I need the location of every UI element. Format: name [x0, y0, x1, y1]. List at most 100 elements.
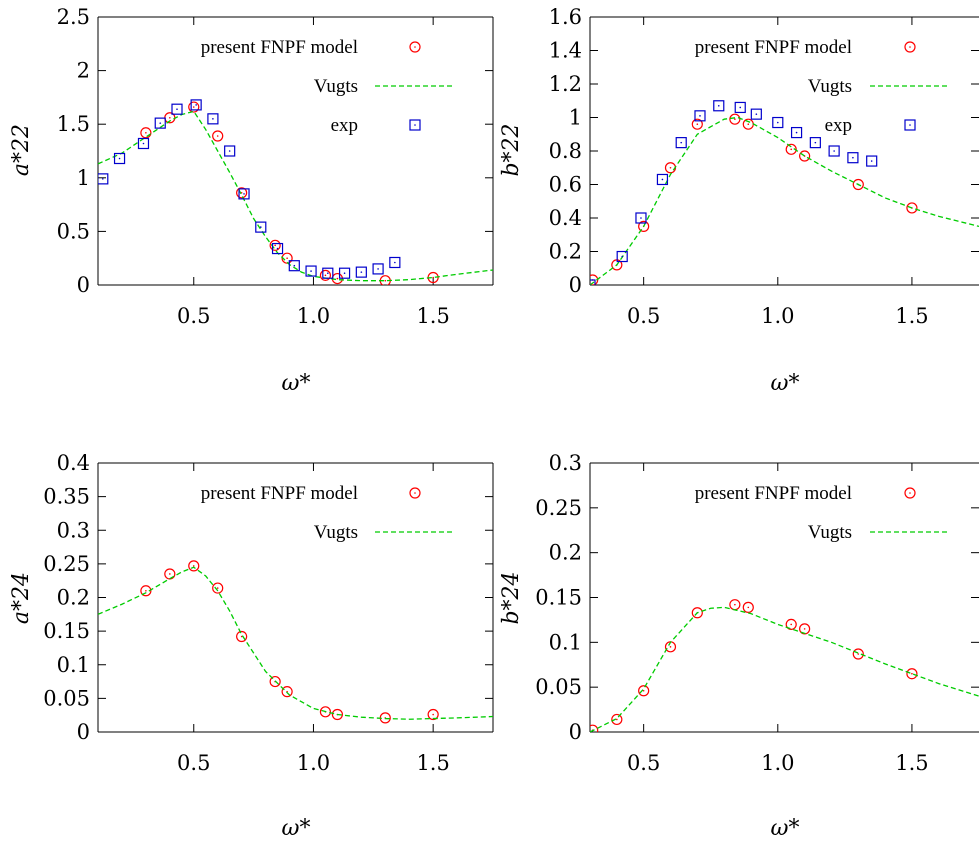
exp-point-dot [621, 255, 623, 258]
exp-point [847, 152, 859, 164]
fnpf-point [281, 686, 293, 698]
fnpf-point [729, 113, 741, 125]
fnpf-point [611, 713, 623, 726]
fnpf-point [785, 143, 797, 155]
legend: present FNPF model Vugts exp [201, 37, 455, 136]
y-tick-label: 1 [569, 106, 582, 130]
legend-label: present FNPF model [201, 37, 358, 58]
legend: present FNPF model Vugts [695, 483, 950, 543]
x-tick-label: 1.5 [895, 751, 928, 775]
x-tick-label: 0.5 [627, 751, 660, 775]
exp-point-dot [243, 193, 245, 195]
exp-point [694, 110, 706, 122]
fnpf-point-dot [145, 131, 147, 134]
exp-point-dot [870, 160, 873, 162]
x-tick-label: 0.5 [177, 751, 210, 775]
fnpf-point-dot [696, 123, 699, 125]
vugts-line [590, 606, 979, 732]
legend-label: present FNPF model [201, 483, 358, 504]
y-tick-label: 1.4 [549, 39, 582, 63]
y-tick-label: 1.5 [57, 112, 90, 136]
exp-point [137, 137, 150, 150]
fnpf-point-dot [286, 257, 288, 260]
legend-circle-dot [414, 46, 416, 48]
series-group [590, 100, 979, 285]
fnpf-point-dot [790, 623, 793, 626]
exp-point [238, 188, 250, 200]
y-axis-title: b*24 [499, 571, 524, 624]
legend-circle-dot [909, 492, 911, 494]
legend-circle-symbol [409, 41, 421, 53]
exp-point-dot [327, 272, 329, 275]
exp-point [322, 267, 334, 279]
y-tick-label: 0.3 [549, 451, 582, 475]
exp-point [338, 267, 351, 279]
y-tick-label: 0.4 [549, 206, 582, 230]
fnpf-point-dot [747, 606, 750, 609]
x-tick-label: 1.5 [416, 751, 449, 775]
fnpf-point [269, 239, 281, 251]
exp-point [207, 113, 219, 125]
y-tick-label: 0.35 [43, 485, 90, 509]
y-tick-label: 0.1 [57, 653, 90, 677]
x-tick-label: 0.5 [627, 304, 660, 328]
fnpf-point [742, 601, 754, 613]
fnpf-point-dot [747, 123, 750, 125]
y-tick-label: 0 [77, 273, 90, 297]
fnpf-point [638, 220, 650, 232]
exp-point-dot [212, 118, 214, 120]
exp-point-dot [310, 270, 312, 272]
fnpf-point [691, 118, 703, 130]
legend-circle-dot [414, 492, 416, 494]
axes [589, 16, 979, 286]
fnpf-point-dot [911, 672, 913, 675]
exp-point [171, 103, 183, 115]
legend-label: Vugts [808, 76, 852, 97]
exp-point-dot [195, 104, 197, 106]
fnpf-point [188, 560, 200, 572]
y-tick-label: 1.2 [549, 72, 582, 96]
exp-point [113, 152, 126, 165]
y-tick-label: 0.15 [43, 619, 90, 643]
y-axis-title: b*22 [499, 123, 524, 176]
exp-point-dot [739, 106, 742, 109]
exp-point [616, 250, 628, 263]
fnpf-point [638, 685, 650, 697]
exp-point-dot [814, 141, 817, 144]
exp-point [255, 221, 267, 233]
exp-point-dot [142, 142, 145, 145]
legend-square-symbol [904, 119, 916, 131]
exp-point [713, 100, 725, 112]
fnpf-point-dot [169, 116, 171, 119]
y-tick-label: 0.25 [535, 496, 582, 520]
exp-point-dot [755, 113, 758, 115]
legend-label: Vugts [314, 522, 358, 543]
exp-point-dot [640, 217, 642, 219]
exp-point [288, 260, 300, 272]
exp-point-dot [101, 178, 104, 180]
exp-point-dot [717, 104, 720, 107]
exp-point-dot [394, 261, 396, 264]
exp-point [372, 263, 384, 275]
fnpf-point [427, 708, 439, 721]
fnpf-point-dot [803, 628, 806, 630]
fnpf-point-dot [169, 573, 171, 575]
fnpf-point [236, 630, 248, 643]
legend-circle-symbol [904, 41, 916, 53]
exp-point [866, 155, 878, 167]
fnpf-point [331, 708, 343, 721]
fnpf-point [188, 101, 200, 113]
fnpf-point-dot [669, 646, 672, 648]
chart-panel-3: 0 0.05 0.1 0.15 0.2 0.25 0.3 0.35 0.4 0.5 1.0 1.5 ω*… [9, 451, 494, 841]
series-group [590, 599, 979, 732]
exp-point [790, 126, 803, 139]
x-tick-label: 1.0 [297, 751, 330, 775]
x-tick-label: 1.0 [297, 304, 330, 328]
exp-point [389, 256, 401, 269]
y-tick-label: 0.2 [549, 541, 582, 565]
exp-point [772, 116, 784, 129]
legend: present FNPF model Vugts [201, 483, 455, 543]
legend-square-dot [909, 124, 911, 126]
exp-point [98, 173, 109, 185]
y-tick-label: 1.6 [549, 5, 582, 29]
